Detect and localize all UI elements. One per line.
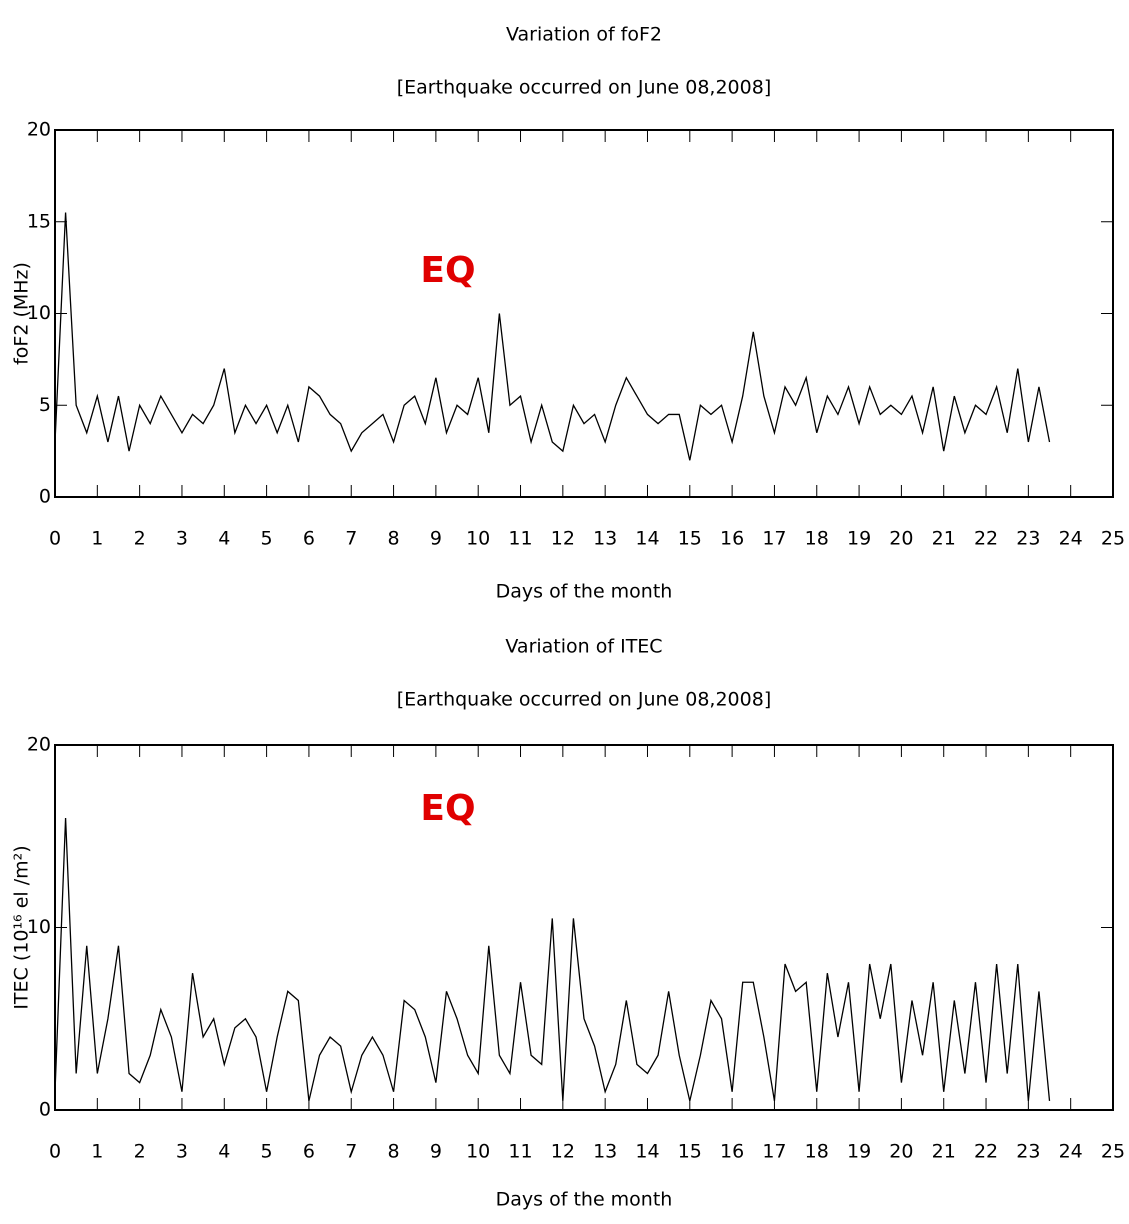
x-tick-label: 22 — [974, 1141, 998, 1163]
x-tick-label: 24 — [1059, 1141, 1083, 1163]
y-axis-label: foF2 (MHz) — [11, 262, 33, 365]
x-axis-label: Days of the month — [496, 581, 673, 603]
x-tick-label: 16 — [720, 528, 744, 550]
x-tick-label: 20 — [889, 528, 913, 550]
x-tick-label: 5 — [261, 1141, 273, 1163]
x-tick-label: 4 — [218, 1141, 230, 1163]
x-tick-label: 9 — [430, 528, 442, 550]
y-tick-label: 15 — [27, 210, 51, 232]
x-tick-label: 23 — [1016, 1141, 1040, 1163]
x-tick-label: 3 — [176, 1141, 188, 1163]
x-axis-label: Days of the month — [496, 1189, 673, 1211]
chart-title: Variation of foF2 — [506, 24, 662, 46]
y-axis-label: ITEC (10¹⁶ el /m²) — [11, 845, 33, 1009]
plot-frame — [54, 129, 1114, 498]
x-tick-label: 10 — [466, 528, 490, 550]
y-tick-label: 20 — [27, 734, 51, 756]
x-tick-label: 12 — [551, 1141, 575, 1163]
data-line — [54, 817, 1051, 1102]
x-tick-label: 20 — [889, 1141, 913, 1163]
x-tick-label: 13 — [593, 1141, 617, 1163]
x-tick-label: 16 — [720, 1141, 744, 1163]
x-tick-label: 8 — [388, 528, 400, 550]
chart-subtitle: [Earthquake occurred on June 08,2008] — [397, 77, 772, 99]
x-tick-label: 17 — [762, 1141, 786, 1163]
x-tick-label: 25 — [1101, 1141, 1125, 1163]
x-tick-label: 15 — [678, 528, 702, 550]
x-tick-label: 2 — [134, 1141, 146, 1163]
x-tick-label: 18 — [805, 528, 829, 550]
x-tick-label: 18 — [805, 1141, 829, 1163]
data-line — [54, 212, 1051, 461]
chart-subtitle: [Earthquake occurred on June 08,2008] — [397, 689, 772, 711]
x-tick-label: 0 — [49, 1141, 61, 1163]
x-tick-label: 19 — [847, 528, 871, 550]
x-tick-label: 11 — [508, 1141, 532, 1163]
y-tick-label: 20 — [27, 119, 51, 141]
x-tick-label: 21 — [932, 1141, 956, 1163]
y-tick-label: 10 — [27, 916, 51, 938]
x-tick-label: 2 — [134, 528, 146, 550]
x-tick-label: 7 — [345, 528, 357, 550]
annotation: EQ — [420, 788, 475, 829]
x-tick-label: 17 — [762, 528, 786, 550]
annotation: EQ — [420, 250, 475, 291]
x-tick-label: 5 — [261, 528, 273, 550]
chart-title: Variation of ITEC — [505, 636, 662, 658]
x-tick-label: 4 — [218, 528, 230, 550]
y-tick-label: 10 — [27, 302, 51, 324]
plot-frame — [54, 744, 1114, 1111]
x-tick-label: 15 — [678, 1141, 702, 1163]
x-tick-label: 9 — [430, 1141, 442, 1163]
x-tick-label: 22 — [974, 528, 998, 550]
x-tick-label: 1 — [91, 528, 103, 550]
x-tick-label: 14 — [635, 1141, 659, 1163]
x-tick-label: 3 — [176, 528, 188, 550]
x-tick-label: 6 — [303, 528, 315, 550]
y-tick-label: 0 — [39, 1099, 51, 1121]
x-tick-label: 12 — [551, 528, 575, 550]
x-tick-label: 8 — [388, 1141, 400, 1163]
x-tick-label: 7 — [345, 1141, 357, 1163]
x-tick-label: 25 — [1101, 528, 1125, 550]
x-tick-label: 0 — [49, 528, 61, 550]
x-tick-label: 11 — [508, 528, 532, 550]
x-tick-label: 13 — [593, 528, 617, 550]
y-tick-label: 5 — [39, 394, 51, 416]
x-tick-label: 10 — [466, 1141, 490, 1163]
x-tick-label: 19 — [847, 1141, 871, 1163]
x-tick-label: 23 — [1016, 528, 1040, 550]
x-tick-label: 1 — [91, 1141, 103, 1163]
y-tick-label: 0 — [39, 486, 51, 508]
x-tick-label: 6 — [303, 1141, 315, 1163]
x-tick-label: 24 — [1059, 528, 1083, 550]
x-tick-label: 14 — [635, 528, 659, 550]
x-tick-label: 21 — [932, 528, 956, 550]
